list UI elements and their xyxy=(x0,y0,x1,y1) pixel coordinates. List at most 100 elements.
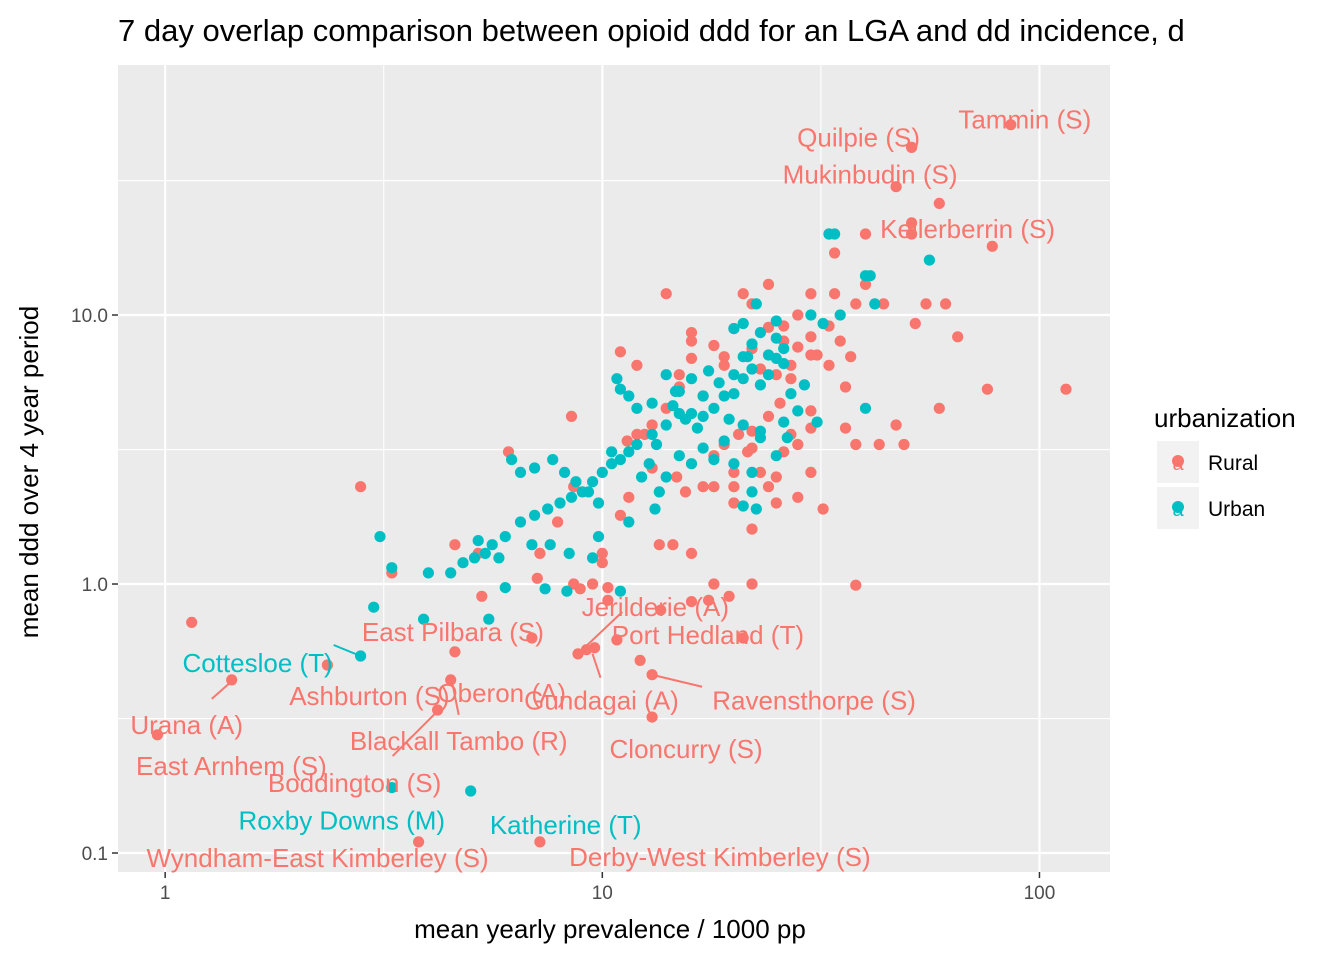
data-point-urban xyxy=(723,413,735,425)
data-point-urban xyxy=(762,369,775,381)
point-label: Cottesloe (T) xyxy=(182,648,332,678)
data-point-urban xyxy=(798,379,811,391)
data-point-urban xyxy=(493,552,505,564)
data-point-urban xyxy=(479,547,491,560)
data-point-urban xyxy=(554,497,566,509)
data-point-rural xyxy=(850,438,862,451)
data-point-rural xyxy=(572,648,584,660)
data-point-rural xyxy=(839,381,852,393)
y-axis-title: mean ddd over 4 year period xyxy=(14,306,44,638)
point-label: Jerilderie (A) xyxy=(582,592,729,622)
data-point-urban xyxy=(614,585,627,597)
data-point-rural xyxy=(718,351,730,363)
data-point-rural xyxy=(531,572,543,584)
data-point-urban xyxy=(746,486,758,498)
data-point-rural xyxy=(986,240,998,252)
data-point-urban xyxy=(718,435,730,447)
data-point-urban xyxy=(561,585,573,597)
data-point-rural xyxy=(792,341,804,353)
data-point-rural xyxy=(792,438,804,451)
x-tick-label: 10 xyxy=(592,883,613,904)
legend-label-urban: Urban xyxy=(1208,498,1265,521)
data-point-rural xyxy=(1005,119,1017,131)
data-point-urban xyxy=(445,567,457,579)
data-point-urban xyxy=(355,650,367,662)
data-point-urban xyxy=(623,516,635,528)
data-point-urban xyxy=(422,567,434,579)
data-point-urban xyxy=(499,531,511,543)
data-point-urban xyxy=(737,419,749,431)
data-point-urban xyxy=(650,438,663,451)
data-point-urban xyxy=(770,332,782,344)
data-point-rural xyxy=(602,594,614,606)
data-point-rural xyxy=(762,481,775,493)
data-point-urban xyxy=(623,446,635,458)
point-label: Oberon (A) xyxy=(437,678,566,708)
data-point-rural xyxy=(952,331,964,343)
data-point-rural xyxy=(634,654,646,667)
point-label: Derby-West Kimberley (S) xyxy=(569,842,870,872)
data-point-urban xyxy=(750,503,762,515)
data-point-urban xyxy=(529,509,541,521)
data-point-rural xyxy=(568,578,580,590)
legend-key-point xyxy=(1172,455,1184,467)
data-point-urban xyxy=(754,432,767,444)
data-point-rural xyxy=(805,466,817,478)
data-point-rural xyxy=(646,419,658,431)
data-point-rural xyxy=(890,419,902,431)
data-point-rural xyxy=(906,141,918,153)
point-label: East Pilbara (S) xyxy=(362,617,544,647)
data-point-rural xyxy=(920,298,932,310)
data-point-rural xyxy=(829,247,841,259)
data-point-rural xyxy=(737,632,749,644)
data-point-urban xyxy=(754,327,767,339)
data-point-rural xyxy=(355,481,367,493)
data-point-urban xyxy=(563,547,575,560)
data-point-rural xyxy=(823,359,835,371)
data-point-rural xyxy=(703,594,715,606)
data-point-rural xyxy=(413,836,425,848)
data-point-urban xyxy=(643,458,655,470)
data-point-rural xyxy=(685,596,698,608)
data-point-urban xyxy=(542,503,554,515)
data-point-urban xyxy=(631,402,643,414)
data-point-urban xyxy=(811,416,823,428)
point-label: Blackall Tambo (R) xyxy=(350,726,568,756)
data-point-rural xyxy=(685,352,698,364)
x-axis-ticks: 1 10 100 xyxy=(160,872,1055,904)
data-point-rural xyxy=(321,659,333,671)
data-point-urban xyxy=(697,390,709,402)
data-point-rural xyxy=(728,481,740,493)
data-point-urban xyxy=(539,583,551,595)
data-point-rural xyxy=(762,410,775,422)
data-point-rural xyxy=(602,582,614,594)
data-point-rural xyxy=(981,383,994,395)
data-point-urban xyxy=(631,438,643,451)
data-point-rural xyxy=(685,547,698,560)
data-point-urban xyxy=(785,388,797,400)
data-point-urban xyxy=(636,471,648,483)
point-label: Mukinbudin (S) xyxy=(783,160,958,190)
point-label: Cloncurry (S) xyxy=(610,734,763,764)
label-connector xyxy=(583,611,623,649)
data-point-rural xyxy=(873,438,885,451)
data-point-rural xyxy=(151,729,163,741)
data-point-rural xyxy=(762,278,775,290)
data-point-rural xyxy=(909,317,921,330)
data-point-rural xyxy=(708,578,720,590)
data-point-urban xyxy=(587,552,599,564)
data-point-urban xyxy=(660,471,672,483)
data-point-rural xyxy=(785,373,797,385)
data-point-rural xyxy=(631,428,643,440)
data-point-urban xyxy=(499,582,511,594)
y-tick-label: 0.1 xyxy=(82,844,108,865)
x-axis-title: mean yearly prevalence / 1000 pp xyxy=(414,914,806,944)
data-point-rural xyxy=(445,674,457,686)
data-point-rural xyxy=(526,632,538,644)
data-point-rural xyxy=(746,578,758,590)
data-points xyxy=(151,119,1072,848)
data-point-urban xyxy=(746,363,758,375)
data-point-urban xyxy=(565,491,578,503)
data-point-urban xyxy=(778,416,790,428)
data-point-urban xyxy=(611,373,623,385)
